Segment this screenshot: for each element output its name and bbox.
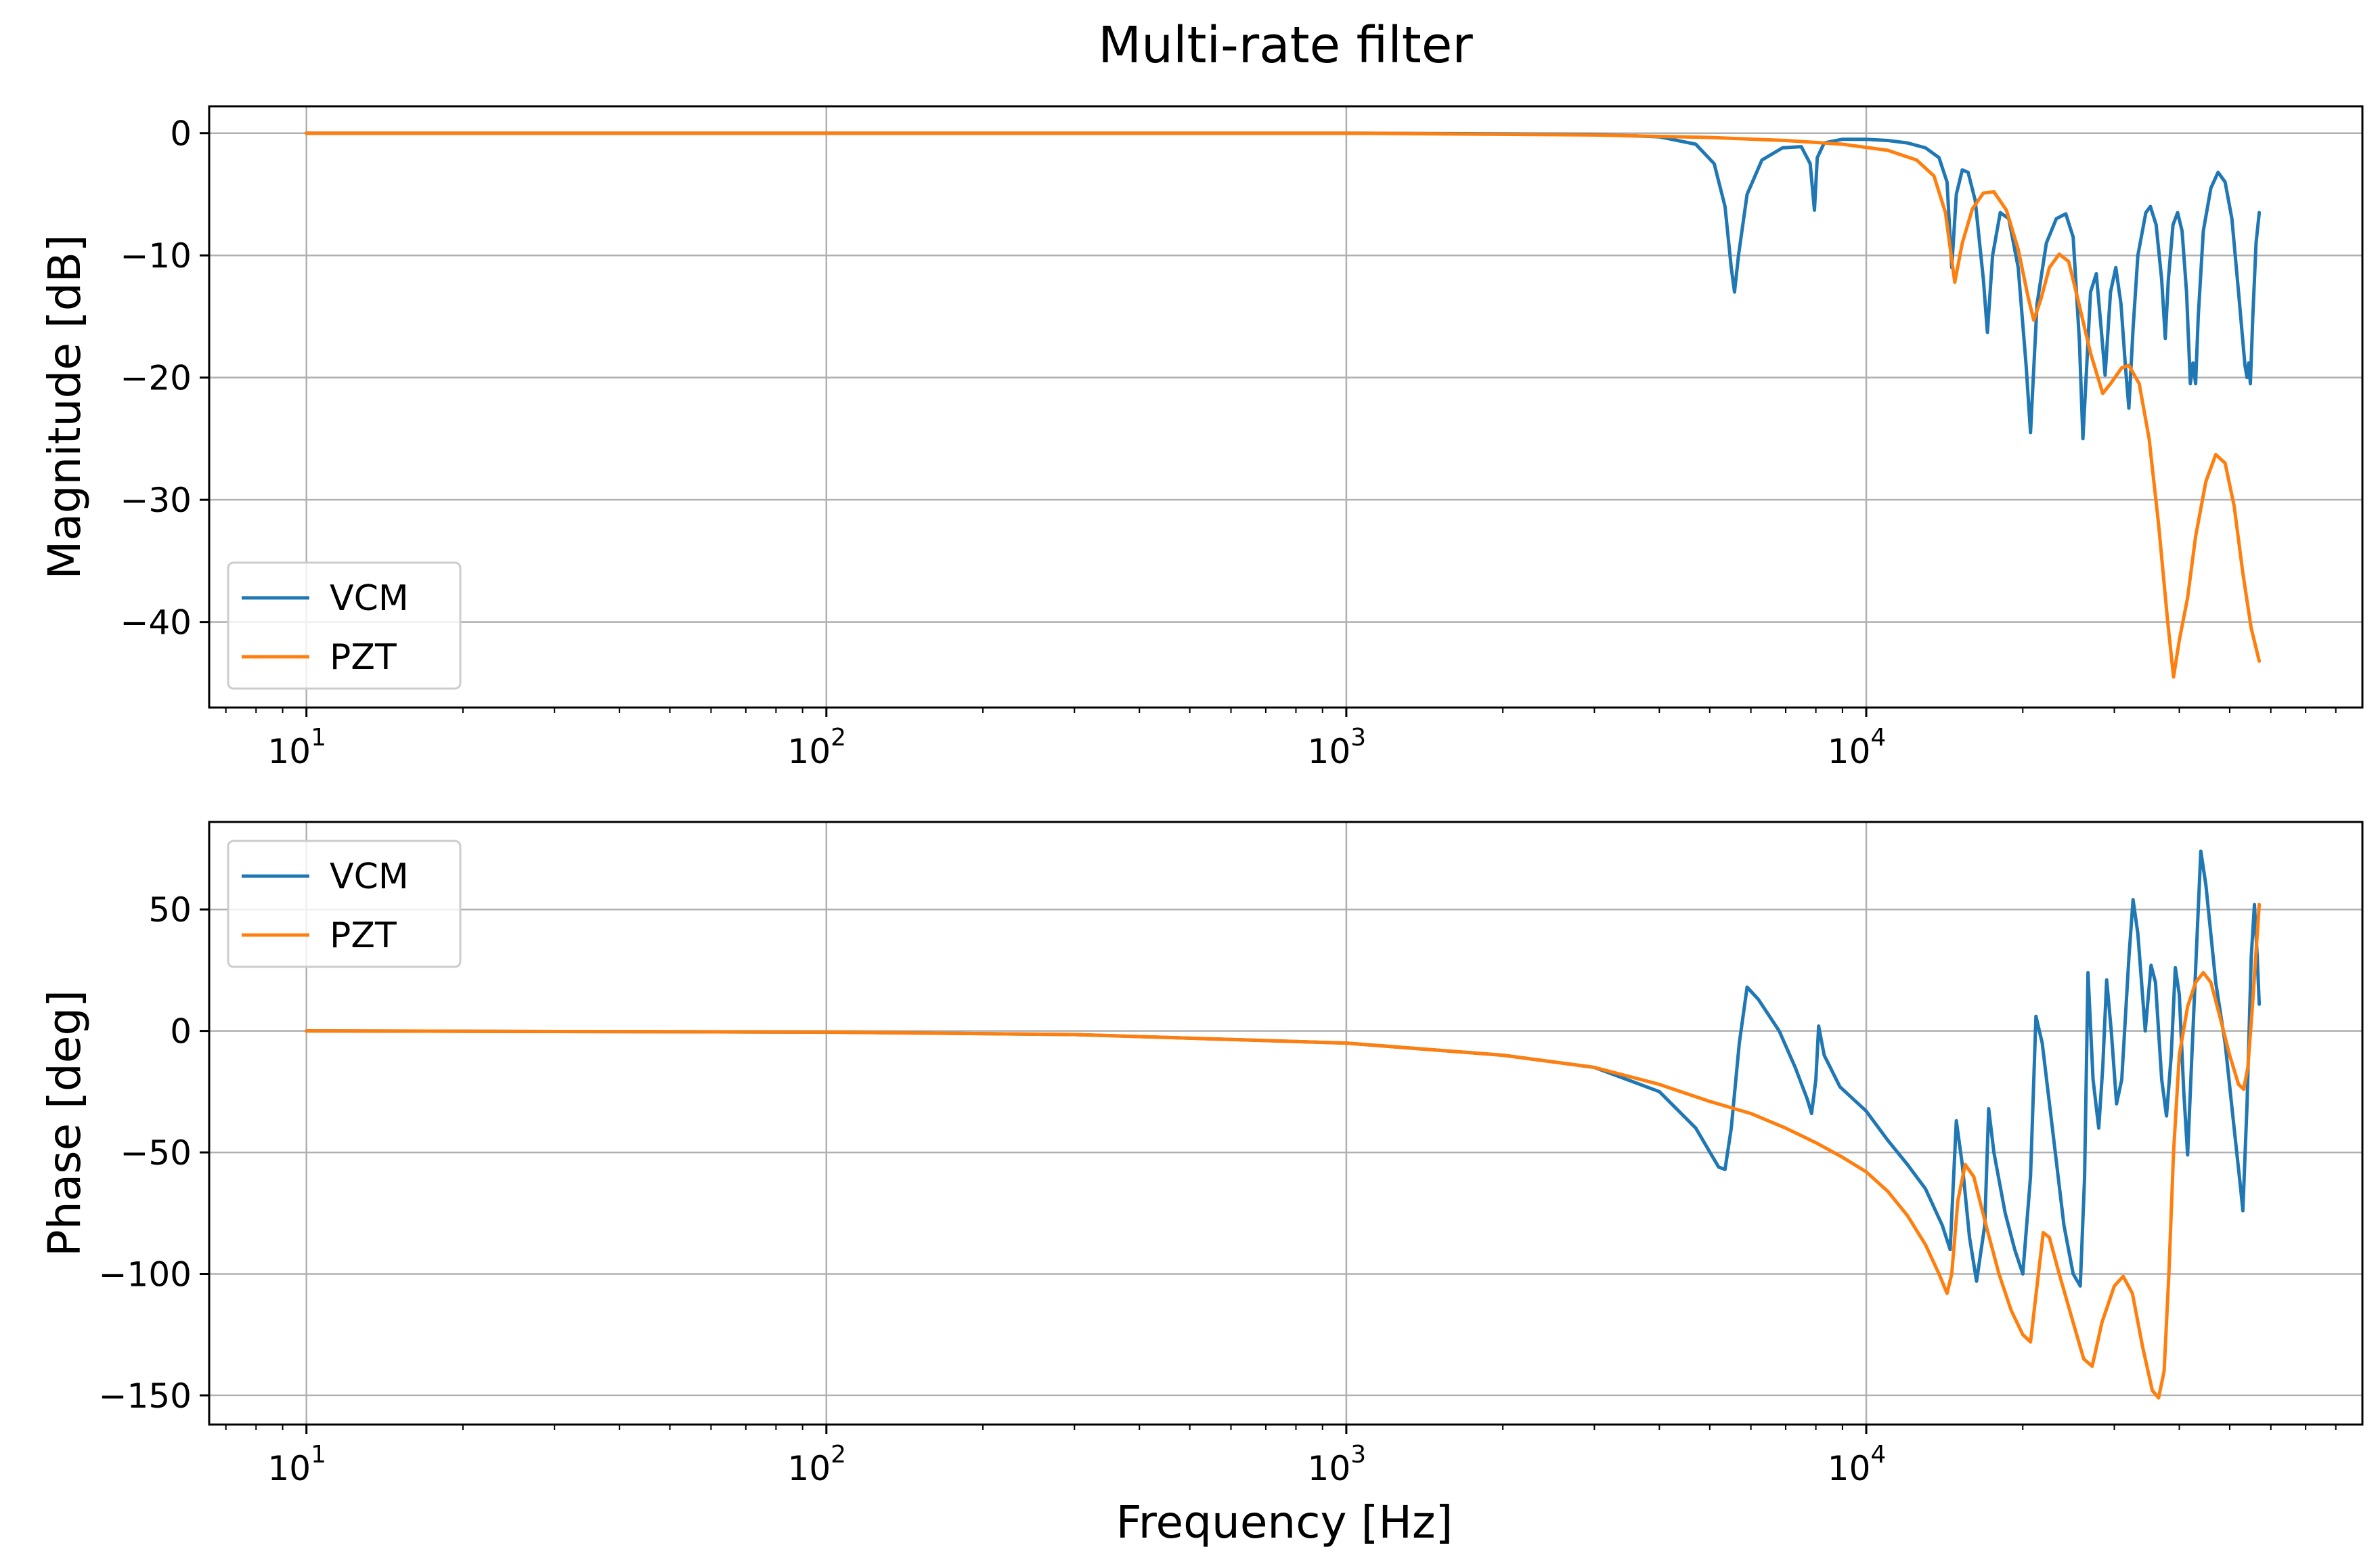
magnitude-axes: 101 102 103 104 0 −10 −20 −30 −40 Magnitude [dB]… [39, 105, 2364, 771]
magnitude-vcm-line [305, 131, 2262, 441]
magnitude-series-group [305, 131, 2262, 679]
frequency-x-axis-label: Frequency [Hz] [1116, 1496, 1453, 1548]
phase-x-tick-label: 102 [788, 1441, 847, 1488]
phase-legend: VCM PZT [227, 840, 462, 968]
phase-x-tick-label: 103 [1308, 1441, 1367, 1488]
magnitude-legend: VCM PZT [227, 561, 462, 690]
magnitude-x-tick-label: 103 [1308, 724, 1367, 771]
phase-axes-frame [208, 821, 2364, 1426]
magnitude-tick-labels: 101 102 103 104 0 −10 −20 −30 −40 [120, 114, 1886, 771]
magnitude-x-tick-label: 104 [1828, 724, 1887, 771]
phase-x-tick-label: 104 [1828, 1441, 1887, 1488]
magnitude-y-tick-label: 0 [170, 114, 192, 154]
figure-title: Multi-rate filter [1098, 16, 1473, 74]
phase-ticks [200, 908, 2337, 1434]
phase-tick-labels: 101 102 103 104 50 0 −50 −100 −150 [99, 890, 1887, 1488]
phase-x-tick-label: 101 [267, 1441, 326, 1488]
magnitude-legend-vcm-label: VCM [330, 578, 409, 619]
phase-vcm-line [305, 849, 2262, 1288]
phase-legend-pzt-label: PZT [330, 915, 397, 956]
phase-series-group [305, 849, 2262, 1400]
magnitude-x-tick-label: 101 [267, 724, 326, 771]
phase-y-tick-label: −100 [99, 1255, 192, 1295]
phase-pzt-line [305, 903, 2262, 1400]
magnitude-pzt-line [305, 131, 2262, 679]
magnitude-y-axis-label: Magnitude [dB] [39, 234, 91, 579]
magnitude-x-tick-label: 102 [788, 724, 847, 771]
phase-axes: 101 102 103 104 50 0 −50 −100 −150 Phase [deg] F… [39, 821, 2364, 1548]
phase-y-axis-label: Phase [deg] [39, 990, 91, 1257]
magnitude-y-tick-label: −40 [120, 603, 192, 643]
magnitude-y-tick-label: −20 [120, 359, 192, 398]
phase-y-tick-label: −50 [120, 1133, 192, 1173]
magnitude-y-tick-label: −10 [120, 236, 192, 276]
phase-legend-vcm-label: VCM [330, 856, 409, 897]
phase-y-tick-label: −150 [99, 1376, 192, 1416]
magnitude-ticks [200, 132, 2337, 717]
magnitude-axes-frame [208, 105, 2364, 709]
magnitude-y-tick-label: −30 [120, 481, 192, 520]
phase-y-tick-label: 50 [148, 890, 192, 930]
magnitude-legend-pzt-label: PZT [330, 637, 397, 678]
phase-y-tick-label: 0 [170, 1012, 192, 1051]
